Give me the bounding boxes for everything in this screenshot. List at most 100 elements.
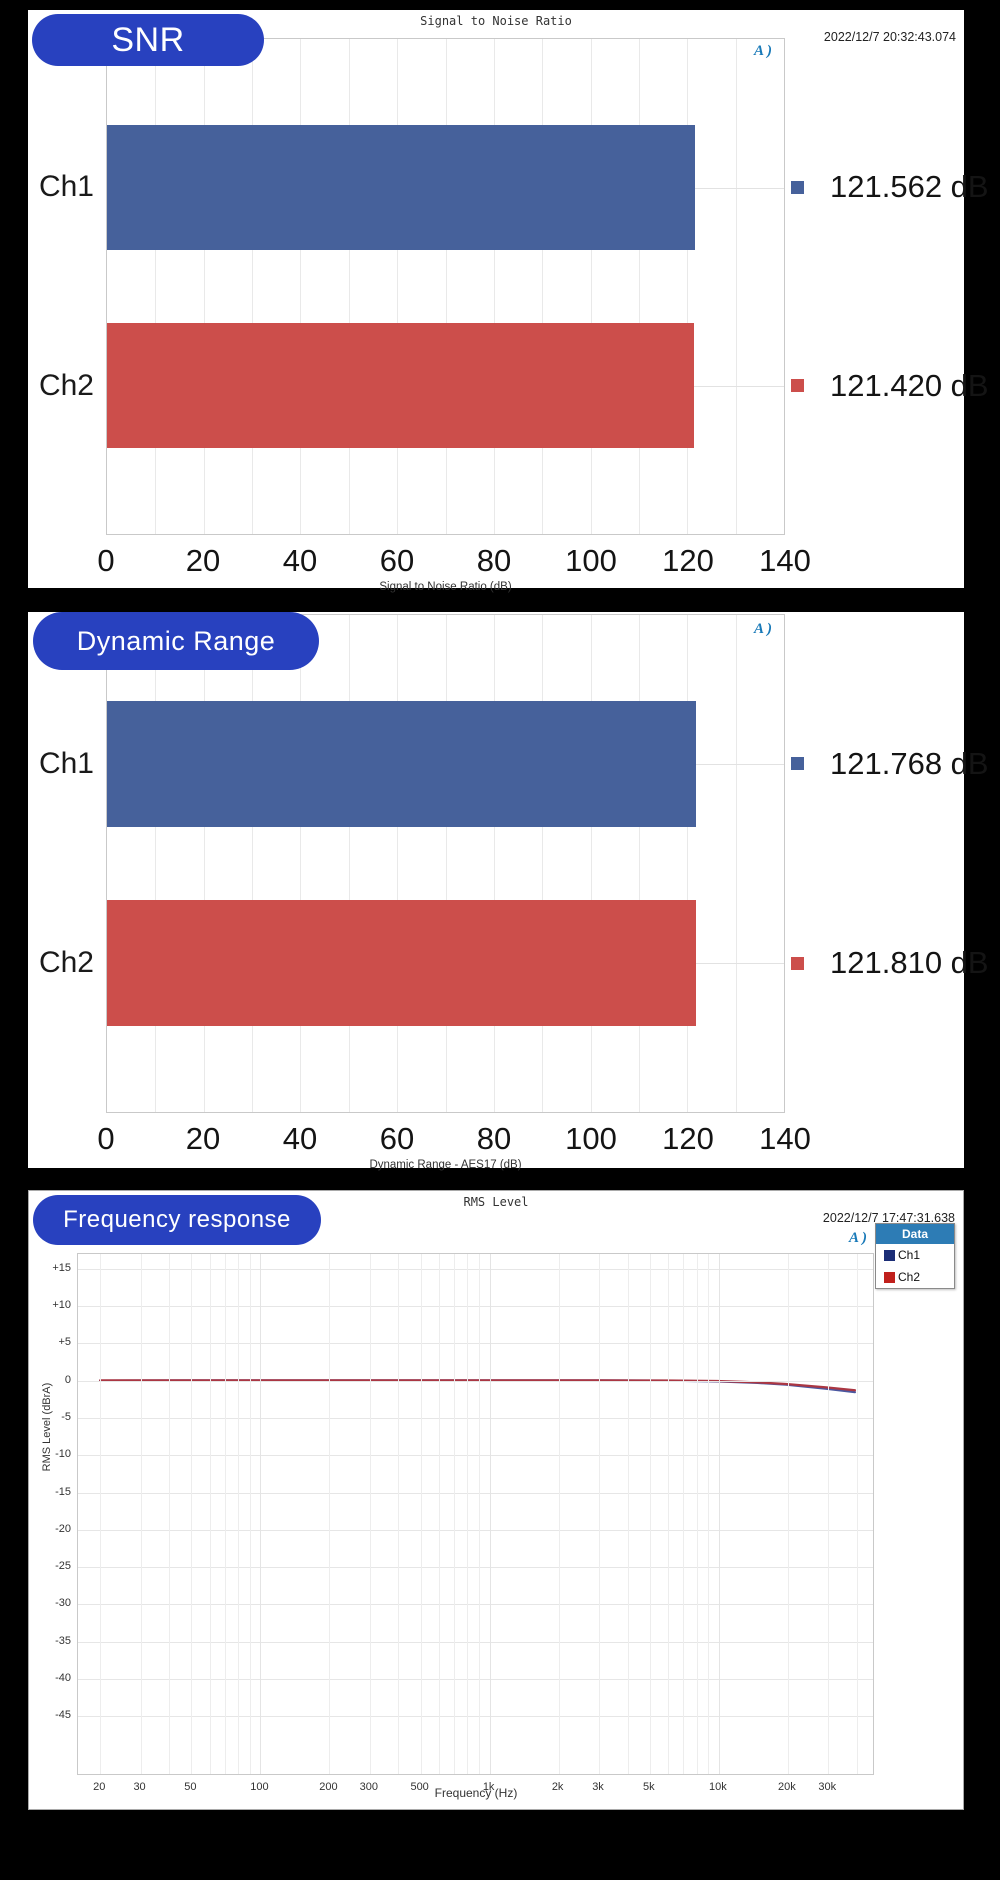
y-tick-label: +15 [52, 1261, 71, 1274]
frequency-response-curve [99, 1379, 857, 1394]
y-tick-label: -25 [55, 1560, 71, 1573]
value-annotation-ch2: 121.420 dB [791, 368, 989, 404]
gridline [398, 1254, 400, 1774]
rms-timestamp: 2022/12/7 17:47:31.638 [822, 1211, 955, 1225]
legend-label-ch1: Ch1 [898, 1248, 921, 1262]
x-tick-label: 120 [662, 1121, 714, 1156]
snr-x-axis-title: Signal to Noise Ratio (dB) [379, 581, 512, 593]
gridline [78, 1679, 873, 1681]
x-tick-label: 5k [643, 1781, 655, 1793]
value-annotation-ch1: 121.562 dB [791, 169, 989, 205]
y-tick-label: -5 [61, 1411, 71, 1424]
category-label-ch1: Ch1 [38, 170, 94, 204]
gridline [735, 39, 737, 534]
gridline [454, 1254, 456, 1774]
gridline [140, 1254, 142, 1774]
x-tick-label: 140 [759, 543, 811, 578]
gridline [252, 39, 254, 534]
curve-ch2 [99, 1379, 857, 1392]
gridline [169, 1254, 171, 1774]
value-marker-icon [791, 180, 804, 194]
x-tick-label: 100 [565, 543, 617, 578]
x-tick-label: 100 [565, 1121, 617, 1156]
gridline [787, 1254, 789, 1774]
dynamic-range-badge: Dynamic Range [33, 612, 319, 670]
value-text: 121.768 dB [830, 745, 989, 781]
x-tick-label: 60 [379, 543, 415, 578]
gridline [479, 1254, 481, 1774]
rms-chart-title: RMS Level [463, 1195, 529, 1209]
bar-ch2 [107, 899, 697, 1026]
gridline [627, 1254, 629, 1774]
gridline [493, 39, 495, 534]
x-tick-label: 30k [818, 1781, 837, 1793]
x-tick-label: 20 [185, 543, 221, 578]
gridline [696, 1254, 698, 1774]
frequency-response-badge: Frequency response [33, 1195, 321, 1245]
gridline [397, 39, 399, 534]
dynamic-range-panel: Dynamic Range A ) Ch1 Ch2 121.768 dB 121.8… [28, 612, 989, 1171]
y-tick-label: -40 [55, 1672, 71, 1685]
x-tick-label: 20k [777, 1781, 796, 1793]
gridline [300, 39, 302, 534]
x-tick-label: 40 [282, 1121, 318, 1156]
gridline [420, 1254, 422, 1774]
gridline [238, 1254, 240, 1774]
gridline [348, 615, 350, 1112]
gridline [649, 1254, 651, 1774]
y-tick-label: +5 [58, 1336, 71, 1349]
gridline [209, 1254, 211, 1774]
gridline [78, 1380, 873, 1382]
gridline [78, 1641, 873, 1643]
gridline [638, 615, 640, 1112]
rms-y-axis-title: RMS Level (dBrA) [41, 1382, 53, 1472]
gridline [668, 1254, 669, 1774]
x-tick-label: 1k [482, 1781, 495, 1793]
ap-logo-icon: A ) [753, 621, 772, 637]
gridline [708, 1254, 710, 1774]
ch1-swatch-icon [884, 1249, 895, 1261]
gridline [100, 1254, 102, 1774]
x-tick-label: 20 [93, 1781, 106, 1793]
gridline [252, 615, 254, 1112]
x-tick-label: 10k [708, 1781, 727, 1793]
gridline [78, 1455, 873, 1457]
value-text: 121.420 dB [830, 367, 989, 403]
gridline [203, 39, 205, 534]
legend-item-ch1: Ch1 [876, 1244, 954, 1266]
gridline [718, 1254, 720, 1774]
bar-ch1 [107, 124, 695, 251]
gridline [224, 1254, 226, 1774]
gridline [300, 615, 302, 1112]
frequency-response-panel: RMS Level 2022/12/7 17:47:31.638 Frequen… [28, 1190, 964, 1810]
gridline [542, 39, 544, 534]
y-tick-label: +10 [52, 1299, 71, 1312]
gridline [78, 1418, 873, 1420]
rms-x-axis-title: Frequency (Hz) [434, 1786, 518, 1800]
y-tick-label: -35 [55, 1634, 71, 1647]
gridline [828, 1254, 830, 1774]
gridline [203, 615, 205, 1112]
x-tick-label: 30 [133, 1781, 146, 1793]
y-tick-label: -20 [55, 1522, 71, 1535]
legend-item-ch2: Ch2 [876, 1266, 954, 1288]
legend-header: Data [876, 1224, 954, 1244]
gridline [438, 1254, 440, 1774]
plot-area: A ) [106, 614, 785, 1113]
gridline [687, 615, 689, 1112]
category-label-ch2: Ch2 [38, 946, 94, 980]
y-tick-label: -30 [55, 1597, 71, 1610]
value-marker-icon [791, 379, 804, 393]
x-tick-label: 20 [185, 1121, 221, 1156]
snr-timestamp: 2022/12/7 20:32:43.074 [823, 30, 956, 44]
value-text: 121.810 dB [830, 945, 989, 981]
gridline [78, 1343, 873, 1345]
gridline [78, 1492, 873, 1494]
x-tick-label: 100 [250, 1781, 269, 1793]
y-tick-label: -15 [55, 1485, 71, 1498]
gridline [78, 1268, 873, 1270]
gridline [445, 615, 447, 1112]
gridline [558, 1254, 560, 1774]
value-marker-icon [791, 757, 804, 771]
gridline [493, 615, 495, 1112]
